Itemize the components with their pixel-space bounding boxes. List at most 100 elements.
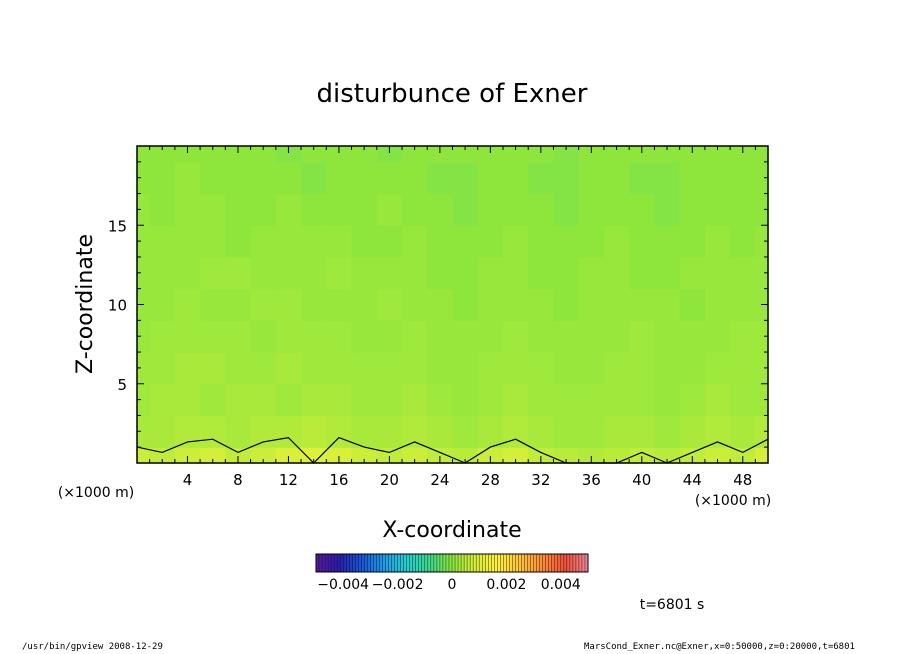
field-cell: [654, 161, 681, 195]
colorbar-swatch: [497, 554, 501, 572]
colorbar-tick-label: 0.004: [541, 577, 581, 593]
field-cell: [755, 193, 769, 226]
field-cell: [301, 383, 327, 417]
colorbar-swatch: [448, 554, 453, 572]
field-cell: [250, 320, 277, 353]
field-cell: [704, 352, 731, 385]
field-cell: [629, 352, 656, 385]
field-cell: [376, 383, 403, 417]
field-cell: [200, 161, 226, 195]
field-cell: [477, 146, 504, 163]
colorbar-swatch: [536, 554, 540, 572]
field-cell: [402, 193, 428, 226]
field-cell: [578, 288, 605, 321]
field-cell: [528, 146, 555, 163]
field-cell: [704, 146, 731, 163]
field-cell: [326, 415, 353, 448]
colorbar-swatch: [563, 554, 568, 572]
colorbar-swatch: [488, 554, 492, 572]
field-cell: [502, 146, 529, 163]
field-cell: [351, 225, 378, 258]
colorbar: [315, 553, 589, 573]
colorbar-swatch: [394, 554, 398, 572]
field-cell: [603, 320, 630, 353]
field-cell: [578, 352, 605, 385]
field-cell: [137, 161, 151, 195]
field-cell: [351, 193, 378, 226]
x-tick-label: 4: [183, 471, 193, 489]
field-cell: [704, 161, 731, 195]
colorbar-swatch: [316, 554, 320, 572]
chart-title: disturbunce of Exner: [317, 79, 588, 109]
field-cell: [326, 193, 353, 226]
colorbar-swatch: [500, 554, 504, 572]
field-cell: [250, 288, 277, 321]
field-cell: [275, 288, 302, 321]
field-cell: [502, 320, 529, 353]
field-cell: [376, 288, 403, 321]
field-cell: [402, 225, 428, 258]
colorbar-swatch: [319, 554, 323, 572]
field-cell: [629, 288, 656, 321]
field-cell: [376, 161, 403, 195]
field-cell: [174, 320, 201, 353]
field-cell: [149, 161, 176, 195]
field-cell: [679, 352, 706, 385]
field-cell: [149, 383, 176, 417]
field-cell: [452, 146, 479, 163]
field-cell: [174, 225, 201, 258]
field-cell: [225, 193, 252, 226]
field-cell: [502, 256, 529, 290]
x-tick-label: 44: [683, 471, 702, 489]
colorbar-swatch: [430, 554, 435, 572]
colorbar-swatch: [527, 554, 531, 572]
field-cell: [275, 447, 302, 464]
colorbar-swatch: [340, 554, 344, 572]
field-cell: [502, 383, 529, 417]
field-cell: [578, 383, 605, 417]
field-cell: [149, 352, 176, 385]
colorbar-swatch: [509, 554, 513, 572]
field-cell: [679, 383, 706, 417]
field-cell: [730, 256, 756, 290]
x-tick-label: 48: [733, 471, 752, 489]
colorbar-swatch: [482, 554, 486, 572]
field-cell: [755, 320, 769, 353]
field-cell: [730, 447, 756, 464]
field-cell: [679, 415, 706, 448]
field-cell: [452, 288, 479, 321]
colorbar-swatch: [518, 554, 522, 572]
field-cell: [326, 288, 353, 321]
field-cell: [502, 447, 529, 464]
field-cell: [679, 288, 706, 321]
field-cell: [629, 256, 656, 290]
field-cell: [502, 288, 529, 321]
field-cell: [402, 352, 428, 385]
field-cell: [679, 161, 706, 195]
field-cell: [200, 352, 226, 385]
colorbar-tick-label: 0.002: [486, 577, 526, 593]
field-cell: [704, 447, 731, 464]
x-tick-label: 36: [582, 471, 601, 489]
colorbar-swatch: [521, 554, 525, 572]
field-cell: [376, 193, 403, 226]
colorbar-swatch: [409, 554, 414, 572]
x-tick-label: 24: [430, 471, 449, 489]
x-tick-label: 16: [329, 471, 348, 489]
field-cell: [452, 383, 479, 417]
colorbar-swatch: [337, 554, 341, 572]
field-cell: [755, 161, 769, 195]
field-cell: [679, 256, 706, 290]
y-axis: 5 10 15: [108, 145, 768, 464]
field-cell: [301, 447, 327, 464]
field-cell: [452, 193, 479, 226]
field-cell: [502, 161, 529, 195]
field-cell: [174, 193, 201, 226]
field-cell: [200, 193, 226, 226]
x-axis: 4 8 12 16 20 24 28 32 36 40 44 48: [136, 146, 769, 489]
colorbar-swatch: [334, 554, 338, 572]
field-cell: [477, 256, 504, 290]
field-cell: [225, 146, 252, 163]
field-cell: [301, 161, 327, 195]
field-cell: [730, 352, 756, 385]
